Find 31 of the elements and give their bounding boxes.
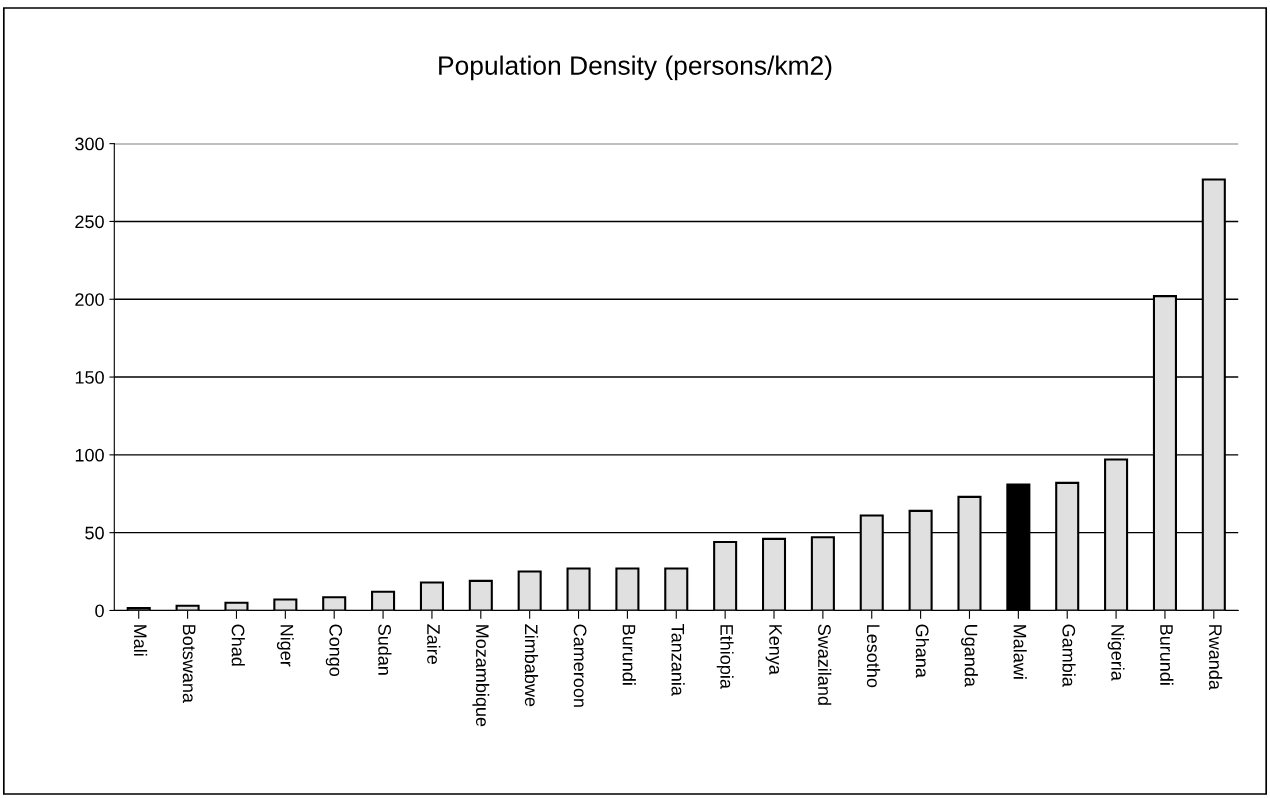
y-tick-label: 0 — [95, 604, 104, 618]
x-tick-label: Botswana — [182, 625, 196, 703]
y-tick-label: 300 — [75, 137, 104, 151]
x-tick-label: Mali — [133, 625, 148, 656]
chart-title: Population Density (persons/km2) — [439, 55, 832, 81]
y-tick-label: 200 — [75, 293, 104, 306]
x-tick-label: Malawi — [1013, 625, 1027, 679]
x-tick-label: Burundi — [622, 625, 636, 685]
x-tick-label: Congo — [325, 624, 343, 677]
y-tick-label: 100 — [75, 448, 104, 462]
x-tick-label: Gambia — [1062, 624, 1076, 687]
y-tick-label: 250 — [75, 215, 104, 229]
x-tick-label: Chad — [231, 624, 245, 666]
x-tick-label: Ethiopia — [716, 625, 734, 689]
x-tick-label: Zimbabwe — [524, 624, 539, 707]
x-tick-label: Kenya — [765, 625, 782, 675]
x-tick-label: Nigeria — [1107, 625, 1125, 681]
x-tick-label: Rwanda — [1208, 625, 1223, 690]
x-tick-label: Niger — [276, 625, 294, 667]
y-tick-label: 50 — [85, 526, 104, 540]
x-tick-label: Ghana — [915, 624, 930, 678]
y-tick-label: 150 — [75, 370, 104, 384]
x-tick-label: Zaire — [427, 624, 441, 664]
x-tick-label: Cameroon — [573, 624, 587, 707]
x-tick-label: Mozambique — [472, 625, 490, 727]
x-tick-label: Tanzania — [671, 624, 685, 696]
x-tick-label: Uganda — [961, 625, 978, 687]
x-tick-label: Lesotho — [866, 625, 881, 688]
x-tick-label: Sudan — [378, 624, 392, 675]
x-tick-label: Burundi — [1160, 625, 1174, 685]
x-tick-label: Swaziland — [818, 624, 832, 705]
